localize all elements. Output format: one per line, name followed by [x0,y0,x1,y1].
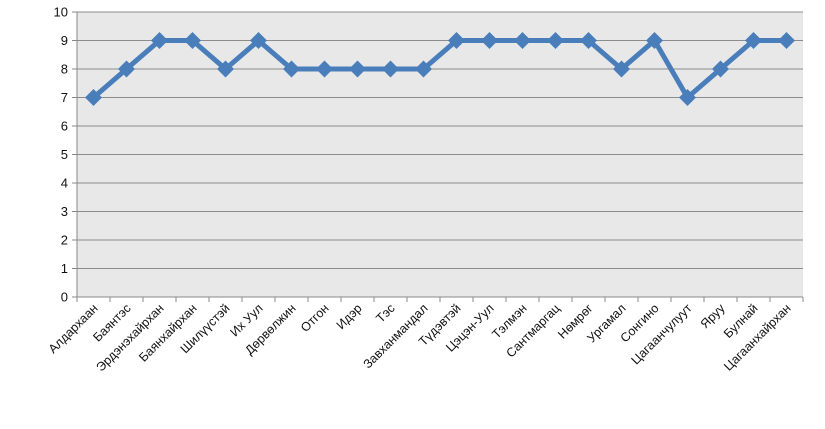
data-point-marker [250,32,267,49]
data-point-marker [151,32,168,49]
data-point-marker [547,32,564,49]
data-point-marker [448,32,465,49]
y-tick-label: 5 [61,147,68,162]
data-point-marker [712,60,729,78]
data-point-marker [514,32,531,49]
x-category-label: Отгон [298,301,332,335]
y-tick-label: 9 [61,33,68,48]
data-point-marker [679,89,696,106]
data-point-marker [481,32,498,49]
data-point-marker [778,32,795,49]
data-point-marker [217,60,234,78]
y-tick-label: 0 [61,290,68,305]
data-point-marker [382,60,399,78]
x-category-label: Тэс [373,301,397,325]
data-point-marker [184,32,201,49]
y-tick-label: 4 [61,176,68,191]
data-point-marker [316,60,333,78]
y-tick-label: 3 [61,204,68,219]
y-tick-label: 1 [61,261,68,276]
series-line-path [91,38,787,100]
y-tick-label: 7 [61,90,68,105]
data-point-marker [745,32,762,49]
x-category-label: Яруу [698,301,728,331]
data-point-marker [580,32,597,49]
data-point-marker [613,60,630,78]
data-point-marker [646,32,663,49]
data-point-marker [85,89,102,106]
data-point-marker [415,60,432,78]
y-tick-label: 10 [54,5,68,20]
series-line [85,32,795,106]
y-tick-label: 8 [61,62,68,77]
x-category-label: Алдархаан [46,301,101,356]
data-point-marker [118,60,135,78]
x-axis: АлдархаанБаянтэсЭрдэнэхайрханБаянхайрхан… [46,296,804,374]
y-tick-label: 6 [61,119,68,134]
data-point-marker [349,60,366,78]
y-axis: 0 1 2 3 4 5 6 7 8 9 10 [54,5,78,305]
y-tick-label: 2 [61,233,68,248]
data-point-marker [283,60,300,78]
x-category-label: Идэр [334,301,365,332]
